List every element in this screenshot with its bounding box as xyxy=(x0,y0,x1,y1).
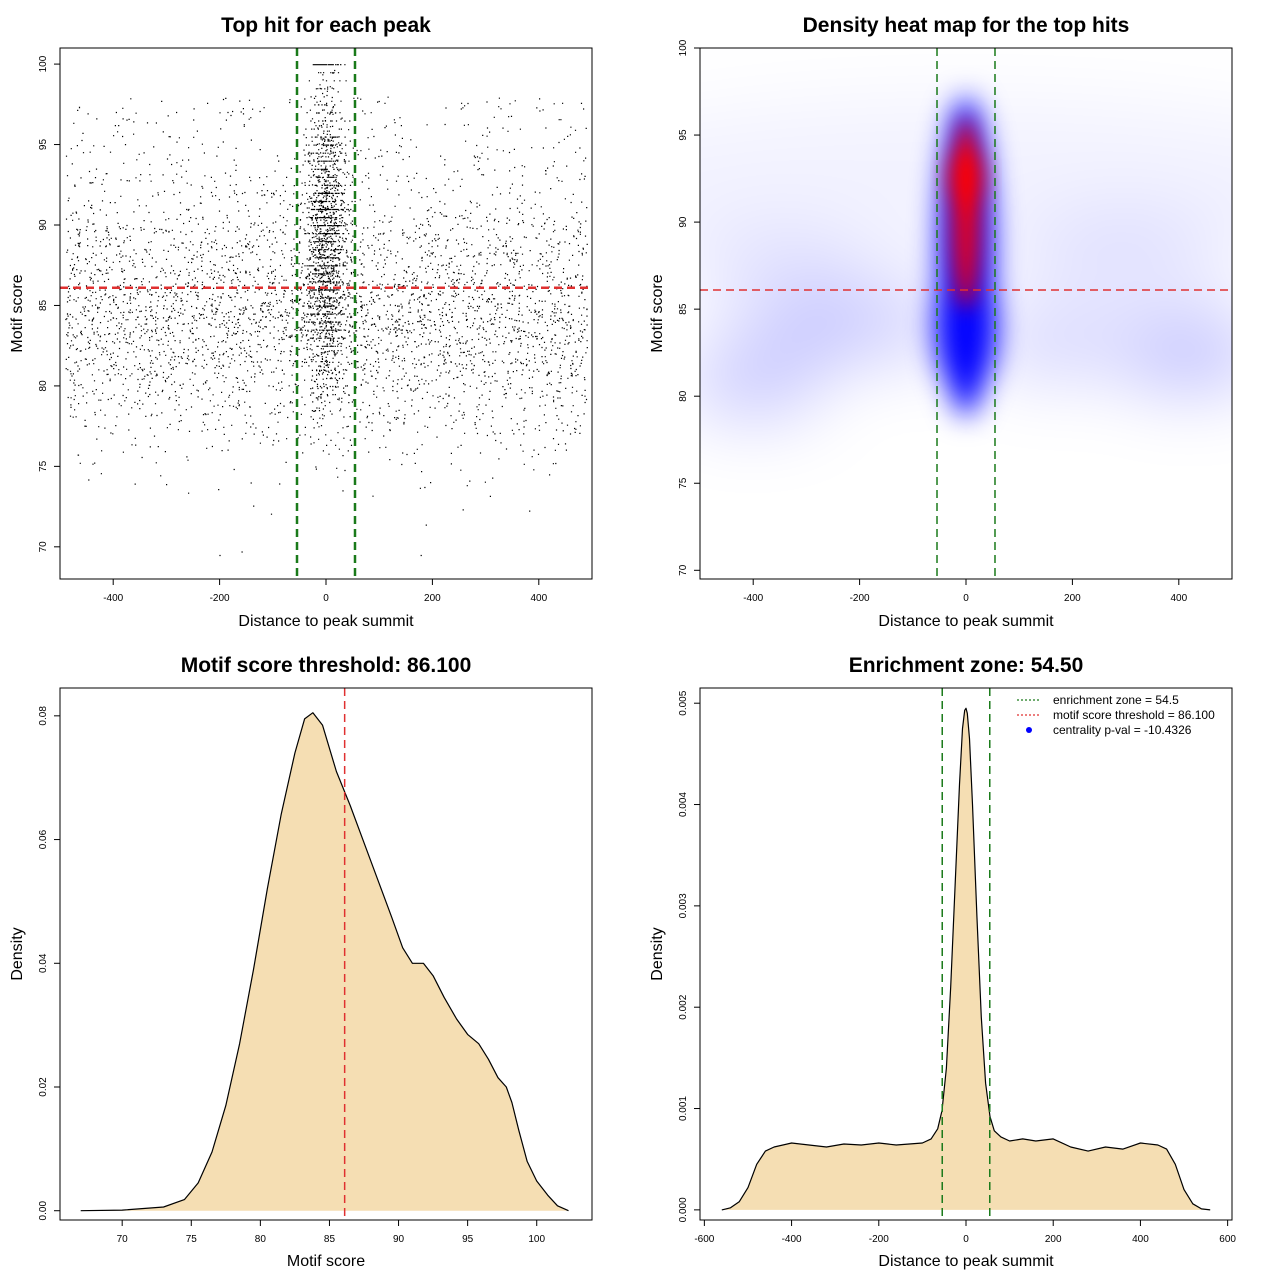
heatmap-y-tick-label: 80 xyxy=(678,390,689,402)
score-density-fill xyxy=(80,712,569,1211)
score-density-x-tick-label: 100 xyxy=(528,1234,545,1245)
distance-density-x-tick-label: -400 xyxy=(782,1234,802,1245)
score-density-title: Motif score threshold: 86.100 xyxy=(181,654,472,677)
heatmap-x-tick-label: 400 xyxy=(1170,593,1187,604)
distance-density-x-tick-label: -600 xyxy=(694,1234,714,1245)
distance-density-x-tick-label: 600 xyxy=(1219,1234,1236,1245)
distance-density-y-tick-label: 0.001 xyxy=(678,1096,689,1121)
score-density-x-tick-label: 85 xyxy=(324,1234,336,1245)
score-density-x-tick-label: 95 xyxy=(462,1234,474,1245)
score-density-axes: 70 75 80 85 90 95 100 0.00 0.02 0.04 0.06 0.08 xyxy=(38,687,593,1245)
legend-entry-label: motif score threshold = 86.100 xyxy=(1053,708,1215,722)
distance-density-x-tick-label: 400 xyxy=(1132,1234,1149,1245)
scatter-x-tick-label: 400 xyxy=(530,593,547,604)
heatmap-title: Density heat map for the top hits xyxy=(803,14,1130,37)
distance-density-x-tick-label: -200 xyxy=(869,1234,889,1245)
distance-density-axes: -600 -400 -200 0 200 400 600 0.000 0.001 0.002 0.0… xyxy=(678,687,1236,1245)
heatmap-y-tick-label: 95 xyxy=(678,129,689,141)
scatter-y-tick-label: 70 xyxy=(38,541,49,553)
distance-density-x-axis-label: Distance to peak summit xyxy=(878,1253,1054,1270)
heatmap-core-blue-lower xyxy=(934,256,998,397)
heatmap-y-tick-label: 90 xyxy=(678,216,689,228)
heatmap-peak-density xyxy=(948,118,984,309)
scatter-x-tick-label: 200 xyxy=(424,593,441,604)
heatmap-y-tick-label: 85 xyxy=(678,303,689,315)
distance-density-x-tick-label: 200 xyxy=(1045,1234,1062,1245)
legend-entry-label: centrality p-val = -10.4326 xyxy=(1053,723,1192,737)
scatter-y-tick-label: 75 xyxy=(38,460,49,472)
score-density-y-tick-label: 0.02 xyxy=(38,1077,49,1097)
scatter-y-tick-label: 90 xyxy=(38,219,49,231)
heatmap-density-blob xyxy=(986,313,1127,374)
heatmap-y-axis-label: Motif score xyxy=(649,274,666,352)
score-density-x-axis-label: Motif score xyxy=(287,1253,365,1270)
heatmap-density-blob xyxy=(700,97,1232,278)
scatter-title: Top hit for each peak xyxy=(221,14,431,37)
scatter-axes: -400 -200 0 200 400 70 75 80 85 90 95 100 xyxy=(38,47,593,604)
score-density-y-tick-label: 0.04 xyxy=(38,953,49,973)
legend-point-icon xyxy=(1026,727,1032,733)
distance-density-fill xyxy=(721,708,1211,1210)
distance-density-y-tick-label: 0.000 xyxy=(678,1197,689,1222)
heatmap-x-tick-label: -200 xyxy=(850,593,870,604)
heatmap-x-tick-label: 200 xyxy=(1064,593,1081,604)
scatter-x-tick-label: -200 xyxy=(210,593,230,604)
heatmap-density-blob xyxy=(826,296,967,357)
heatmap-axes: -400 -200 0 200 400 70 75 80 85 90 95 100 xyxy=(678,39,1233,604)
heatmap-peak-max xyxy=(948,140,984,217)
scatter-y-tick-label: 85 xyxy=(38,299,49,311)
legend-entry-label: enrichment zone = 54.5 xyxy=(1053,693,1179,707)
score-density-curve xyxy=(80,712,569,1212)
scatter-y-tick-label: 80 xyxy=(38,380,49,392)
heatmap-x-tick-label: -400 xyxy=(743,593,763,604)
heatmap-density-blob xyxy=(1119,317,1232,388)
heatmap-x-tick-label: 0 xyxy=(963,593,969,604)
score-density-y-axis-label: Density xyxy=(9,927,26,980)
scatter-y-tick-label: 100 xyxy=(38,55,49,72)
heatmap-density-blob xyxy=(700,340,824,417)
scatter-x-axis-label: Distance to peak summit xyxy=(238,613,414,630)
score-density-x-tick-label: 90 xyxy=(393,1234,405,1245)
score-density-y-tick-label: 0.00 xyxy=(38,1201,49,1221)
score-density-x-tick-label: 80 xyxy=(255,1234,267,1245)
distance-density-curve xyxy=(721,707,1211,1211)
distance-density-y-tick-label: 0.003 xyxy=(678,893,689,918)
heatmap-y-tick-label: 75 xyxy=(678,477,689,489)
scatter-x-tick-label: 0 xyxy=(323,593,329,604)
distance-density-y-axis-label: Density xyxy=(649,927,666,980)
score-density-plot-frame xyxy=(59,687,593,1221)
score-density-y-tick-label: 0.06 xyxy=(38,829,49,849)
scatter-points xyxy=(65,64,588,557)
heatmap-density xyxy=(700,48,1232,579)
distance-density-x-tick-label: 0 xyxy=(963,1234,969,1245)
heatmap-y-tick-label: 70 xyxy=(678,564,689,576)
heatmap-x-axis-label: Distance to peak summit xyxy=(878,613,1054,630)
scatter-y-tick-label: 95 xyxy=(38,139,49,151)
heatmap-y-tick-label: 100 xyxy=(678,39,689,56)
scatter-y-axis-label: Motif score xyxy=(9,274,26,352)
distance-density-title: Enrichment zone: 54.50 xyxy=(849,654,1084,677)
scatter-x-tick-label: -400 xyxy=(103,593,123,604)
distance-density-y-tick-label: 0.004 xyxy=(678,792,689,817)
score-density-y-tick-label: 0.08 xyxy=(38,706,49,726)
score-density-x-tick-label: 70 xyxy=(117,1234,129,1245)
score-density-x-tick-label: 75 xyxy=(186,1234,198,1245)
distance-density-y-tick-label: 0.005 xyxy=(678,690,689,715)
distance-density-y-tick-label: 0.002 xyxy=(678,994,689,1019)
